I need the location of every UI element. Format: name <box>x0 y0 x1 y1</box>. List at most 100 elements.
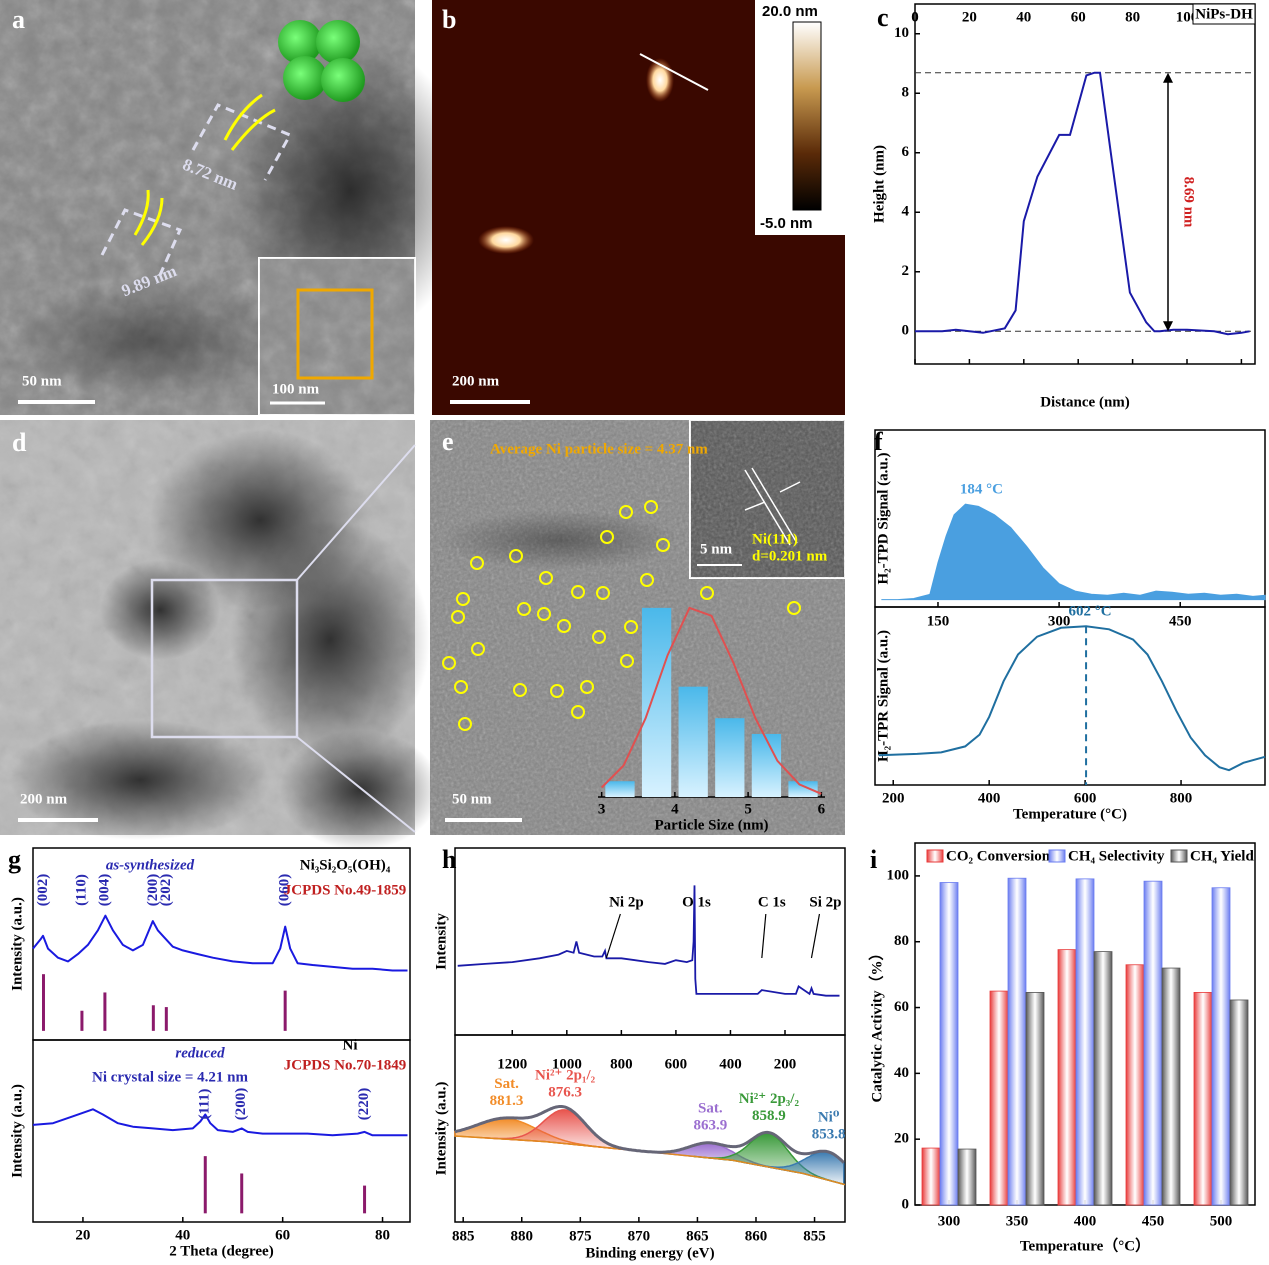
particle-marker <box>456 592 470 606</box>
peak-position: 863.9 <box>693 1118 727 1134</box>
x-tick-label: 4 <box>671 801 679 817</box>
peak-name: Sat. <box>698 1101 723 1117</box>
plot-frame <box>32 1039 411 1223</box>
scale-bar-label: 100 nm <box>272 381 320 397</box>
particle-marker <box>513 683 527 697</box>
zoom-line <box>296 444 416 581</box>
x-tick-label: 500 <box>1210 1213 1233 1229</box>
dark-region <box>10 280 290 400</box>
peak-annotation: Si 2p <box>809 894 841 910</box>
x-tick-label: 0 <box>911 9 919 25</box>
particle-marker <box>700 586 714 600</box>
legend-swatch <box>926 849 944 863</box>
particle-marker <box>470 556 484 570</box>
annotation-arrow <box>605 913 621 959</box>
scale-bar-label: 200 nm <box>452 373 500 389</box>
x-tick-label: 885 <box>452 1228 475 1244</box>
y-tick-label: 8 <box>902 85 910 101</box>
bar <box>1161 967 1181 1206</box>
peak-annotation: Ni 2p <box>609 894 644 910</box>
x-tick-label: 80 <box>375 1227 390 1243</box>
x-tick-label: 80 <box>1125 9 1140 25</box>
x-axis-label: Particle Size (nm) <box>654 817 768 833</box>
particle-marker <box>537 607 551 621</box>
bar <box>1093 951 1113 1206</box>
colorbar-max: 20.0 nm <box>762 3 818 20</box>
peak-label: (004) <box>96 874 112 907</box>
y-tick-label: 0 <box>902 1196 910 1212</box>
y-tick-label: 2 <box>902 263 910 279</box>
peak-label: (111) <box>197 1089 213 1120</box>
y-tick-label: 80 <box>894 933 909 949</box>
annotation: 184 °C <box>960 482 1003 498</box>
legend-label: CH₄ Yield <box>1190 848 1254 864</box>
spacing-label: d=0.201 nm <box>752 548 828 564</box>
panel-label: d <box>12 428 27 457</box>
y-axis-label: H₂-TPR Signal (a.u.) <box>875 630 891 762</box>
particle-marker <box>557 619 571 633</box>
x-tick-label: 5 <box>744 801 752 817</box>
x-tick-label: 450 <box>1169 613 1192 629</box>
x-axis-label: Binding energy (eV) <box>585 1245 714 1261</box>
legend-swatch <box>1170 849 1188 863</box>
crystal-size: Ni crystal size = 4.21 nm <box>92 1069 249 1085</box>
x-tick-label: 200 <box>774 1056 797 1072</box>
peak-label: (220) <box>356 1088 372 1121</box>
particle-marker <box>619 505 633 519</box>
panel-label: c <box>877 3 889 32</box>
particle-marker <box>656 538 670 552</box>
peak-annotation: C 1s <box>758 894 786 910</box>
plot-frame <box>454 847 846 1036</box>
spectrum <box>457 885 840 997</box>
peak-label: (060) <box>277 874 293 907</box>
particle-marker <box>571 705 585 719</box>
peak-position: 858.9 <box>752 1108 786 1124</box>
particle <box>478 226 534 254</box>
bar <box>1143 880 1163 1206</box>
colorbar-min: -5.0 nm <box>760 215 813 232</box>
x-tick-label: 860 <box>745 1228 768 1244</box>
particle-marker <box>550 684 564 698</box>
lattice-arc <box>133 93 276 246</box>
panel-d: d 200 nm <box>0 420 440 850</box>
y-tick-label: 20 <box>894 1131 909 1147</box>
plot-frame <box>454 1034 846 1223</box>
particle-marker <box>442 656 456 670</box>
texture <box>690 420 845 578</box>
bar <box>1229 999 1249 1206</box>
particle-marker <box>592 630 606 644</box>
x-tick-label: 300 <box>938 1213 961 1229</box>
panel-label: i <box>870 845 877 874</box>
peak-position: 881.3 <box>490 1093 524 1109</box>
particle-marker <box>471 642 485 656</box>
peak-label: (202) <box>158 874 174 907</box>
x-tick-label: 20 <box>75 1227 90 1243</box>
bar <box>1211 887 1231 1206</box>
histogram-bar <box>788 781 818 797</box>
x-tick-label: 6 <box>818 801 826 817</box>
card-label: JCPDS No.70-1849 <box>284 1057 407 1073</box>
histogram-bar <box>678 686 708 797</box>
spectrum <box>32 1108 408 1137</box>
sample-label: as-synthesized <box>106 857 195 873</box>
chart-title: NiPs-DH <box>1195 6 1253 22</box>
peak-label: (002) <box>35 874 51 907</box>
plot-frame <box>914 3 1256 365</box>
x-tick-label: 60 <box>1071 9 1086 25</box>
x-tick-label: 200 <box>882 790 905 806</box>
y-axis-label: Intensity (a.u.) <box>9 1084 25 1178</box>
title-box <box>1192 3 1256 25</box>
x-tick-label: 800 <box>610 1056 633 1072</box>
bar <box>989 990 1009 1206</box>
x-tick-label: 600 <box>1074 790 1097 806</box>
peak-name: Ni⁰ <box>818 1110 840 1126</box>
peak-position: 853.8 <box>812 1127 846 1143</box>
x-tick-label: 150 <box>927 613 950 629</box>
scale-bar-label: 50 nm <box>452 791 492 807</box>
x-tick-label: 865 <box>686 1228 709 1244</box>
peak-name: Ni²⁺ 2p₁/₂ <box>535 1067 596 1083</box>
scale-bar-label: 200 nm <box>20 791 68 807</box>
zoom-region <box>150 578 299 739</box>
x-tick-label: 880 <box>511 1228 534 1244</box>
